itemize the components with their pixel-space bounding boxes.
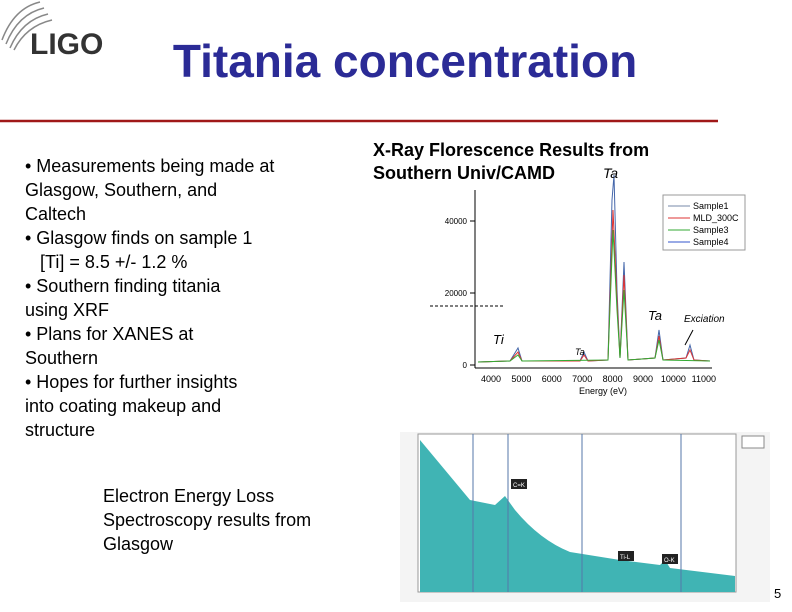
logo: LIGO [30,28,104,61]
bullet-line: Southern [25,348,99,368]
bullet-list: • Measurements being made at Glasgow, Sou… [25,154,274,442]
caption-line: Electron Energy Loss [103,486,275,506]
bullet-line: using XRF [25,300,110,320]
caption-line: Spectroscopy results from [103,510,312,530]
xrf-title-line: X-Ray Florescence Results from [373,140,650,160]
bullet-line: Glasgow, Southern, and [25,180,218,200]
bullet-line: Caltech [25,204,87,224]
xrf-title-line: Southern Univ/CAMD [373,163,555,183]
bullet-line: structure [25,420,96,440]
title: Titania concentration [172,35,638,87]
page-number: 5 [774,586,782,601]
bullet-line: • Plans for XANES at [25,324,194,344]
eels-chart [400,432,770,602]
eels-caption: Electron Energy Loss Spectroscopy results… [103,484,311,556]
logo-arcs [1,1,53,51]
bullet-line: [Ti] = 8.5 +/- 1.2 % [25,252,188,272]
bullet-line: • Hopes for further insights [25,372,238,392]
bullet-line: into coating makeup and [25,396,222,416]
xrf-chart [430,174,746,369]
bullet-line: • Southern finding titania [25,276,221,296]
caption-line: Glasgow [103,534,174,554]
bullet-line: • Measurements being made at [25,156,275,176]
bullet-line: • Glasgow finds on sample 1 [25,228,253,248]
xrf-title: X-Ray Florescence Results from Southern U… [373,139,649,185]
